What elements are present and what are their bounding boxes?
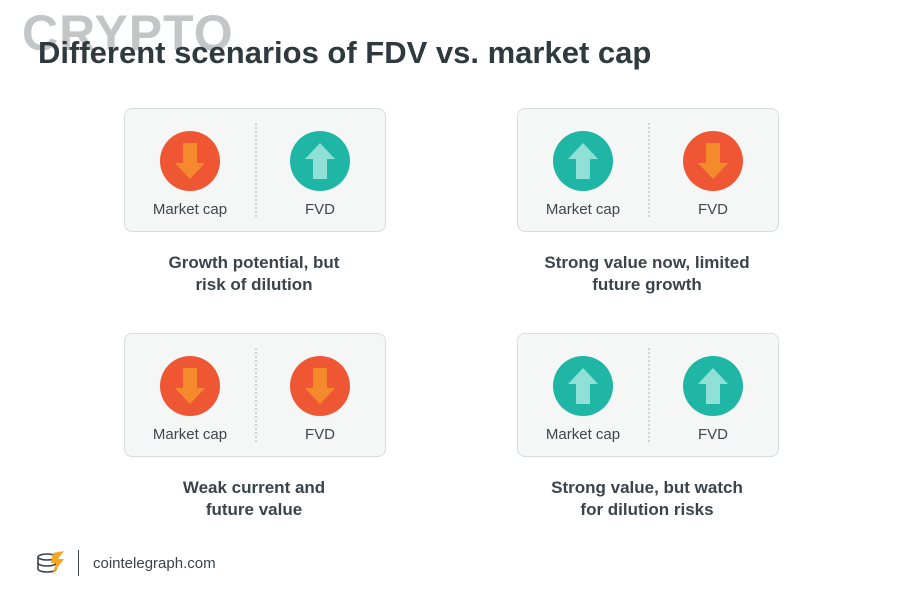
metric-label: FVD — [698, 426, 728, 443]
fvd-metric: FVD — [648, 356, 778, 443]
market-cap-metric: Market cap — [125, 356, 255, 443]
scenario-strong-value-now: Market cap FVD Strong value now, limited… — [517, 108, 779, 296]
scenario-caption: Weak current and future value — [124, 477, 384, 521]
scenario-card: Market cap FVD — [517, 108, 779, 232]
caption-line: Growth potential, but — [168, 253, 340, 272]
scenario-weak-value: Market cap FVD Weak current and future v… — [124, 333, 386, 521]
metric-label: Market cap — [545, 426, 621, 443]
watermark: CRYPTO — [22, 5, 234, 61]
divider — [648, 123, 650, 217]
metric-label: Market cap — [152, 201, 228, 218]
scenario-card: Market cap FVD — [124, 333, 386, 457]
metric-label: Market cap — [152, 426, 228, 443]
arrow-down-icon — [160, 131, 220, 191]
arrow-up-icon — [290, 131, 350, 191]
scenario-card: Market cap FVD — [517, 333, 779, 457]
metric-label: FVD — [698, 201, 728, 218]
caption-line: risk of dilution — [195, 275, 313, 294]
arrow-up-icon — [553, 356, 613, 416]
scenario-strong-value-dilution: Market cap FVD Strong value, but watch f… — [517, 333, 779, 521]
market-cap-metric: Market cap — [518, 356, 648, 443]
metric-label: Market cap — [545, 201, 621, 218]
metric-label: FVD — [305, 201, 335, 218]
market-cap-metric: Market cap — [125, 131, 255, 218]
divider — [648, 348, 650, 442]
cointelegraph-logo-icon — [37, 551, 64, 575]
caption-line: future growth — [592, 275, 702, 294]
caption-line: Strong value, but watch — [551, 478, 743, 497]
fvd-metric: FVD — [255, 356, 385, 443]
arrow-up-icon — [553, 131, 613, 191]
arrow-down-icon — [160, 356, 220, 416]
divider — [255, 123, 257, 217]
caption-line: future value — [205, 500, 303, 519]
caption-line: Strong value now, limited — [544, 253, 750, 272]
divider — [255, 348, 257, 442]
caption-line: Weak current and — [182, 478, 326, 497]
footer-separator — [78, 550, 79, 576]
arrow-down-icon — [290, 356, 350, 416]
scenario-caption: Strong value, but watch for dilution ris… — [517, 477, 777, 521]
fvd-metric: FVD — [648, 131, 778, 218]
page-title: Different scenarios of FDV vs. market ca… — [38, 35, 652, 70]
footer: cointelegraph.com — [36, 548, 216, 578]
fvd-metric: FVD — [255, 131, 385, 218]
scenario-card: Market cap FVD — [124, 108, 386, 232]
market-cap-metric: Market cap — [518, 131, 648, 218]
caption-line: for dilution risks — [580, 500, 714, 519]
metric-label: FVD — [305, 426, 335, 443]
scenario-caption: Strong value now, limited future growth — [517, 252, 777, 296]
arrow-down-icon — [683, 131, 743, 191]
footer-site-link[interactable]: cointelegraph.com — [93, 554, 216, 572]
scenario-growth-potential: Market cap FVD Growth potential, but ris… — [124, 108, 386, 296]
scenario-caption: Growth potential, but risk of dilution — [124, 252, 384, 296]
arrow-up-icon — [683, 356, 743, 416]
